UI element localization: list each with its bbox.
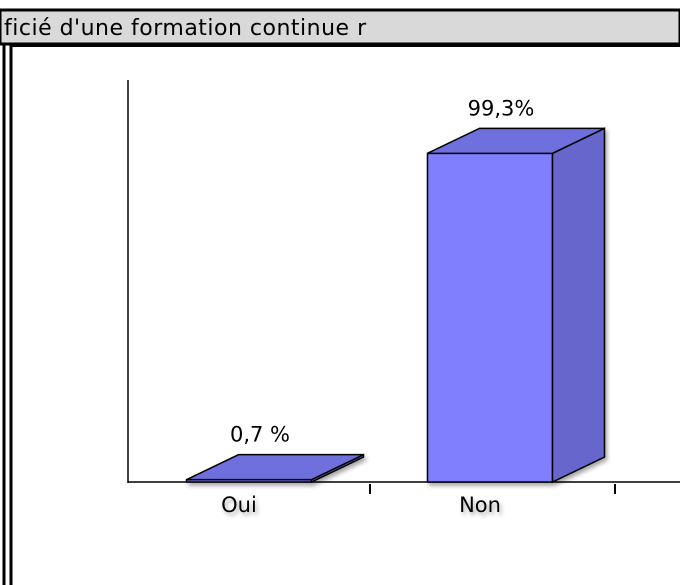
chart-title: ficié d'une formation continue r bbox=[4, 16, 367, 41]
x-tick-label: Non bbox=[459, 493, 501, 517]
bar bbox=[426, 127, 606, 484]
value-label: 99,3% bbox=[468, 96, 535, 120]
value-label: 0,7 % bbox=[230, 423, 290, 447]
bar-side bbox=[551, 127, 606, 484]
x-tick-label: Oui bbox=[221, 493, 257, 517]
bar-top bbox=[427, 127, 605, 155]
bar-top bbox=[186, 453, 364, 481]
bar-front bbox=[426, 152, 554, 483]
bar bbox=[185, 453, 365, 484]
header-bar bbox=[0, 8, 680, 46]
